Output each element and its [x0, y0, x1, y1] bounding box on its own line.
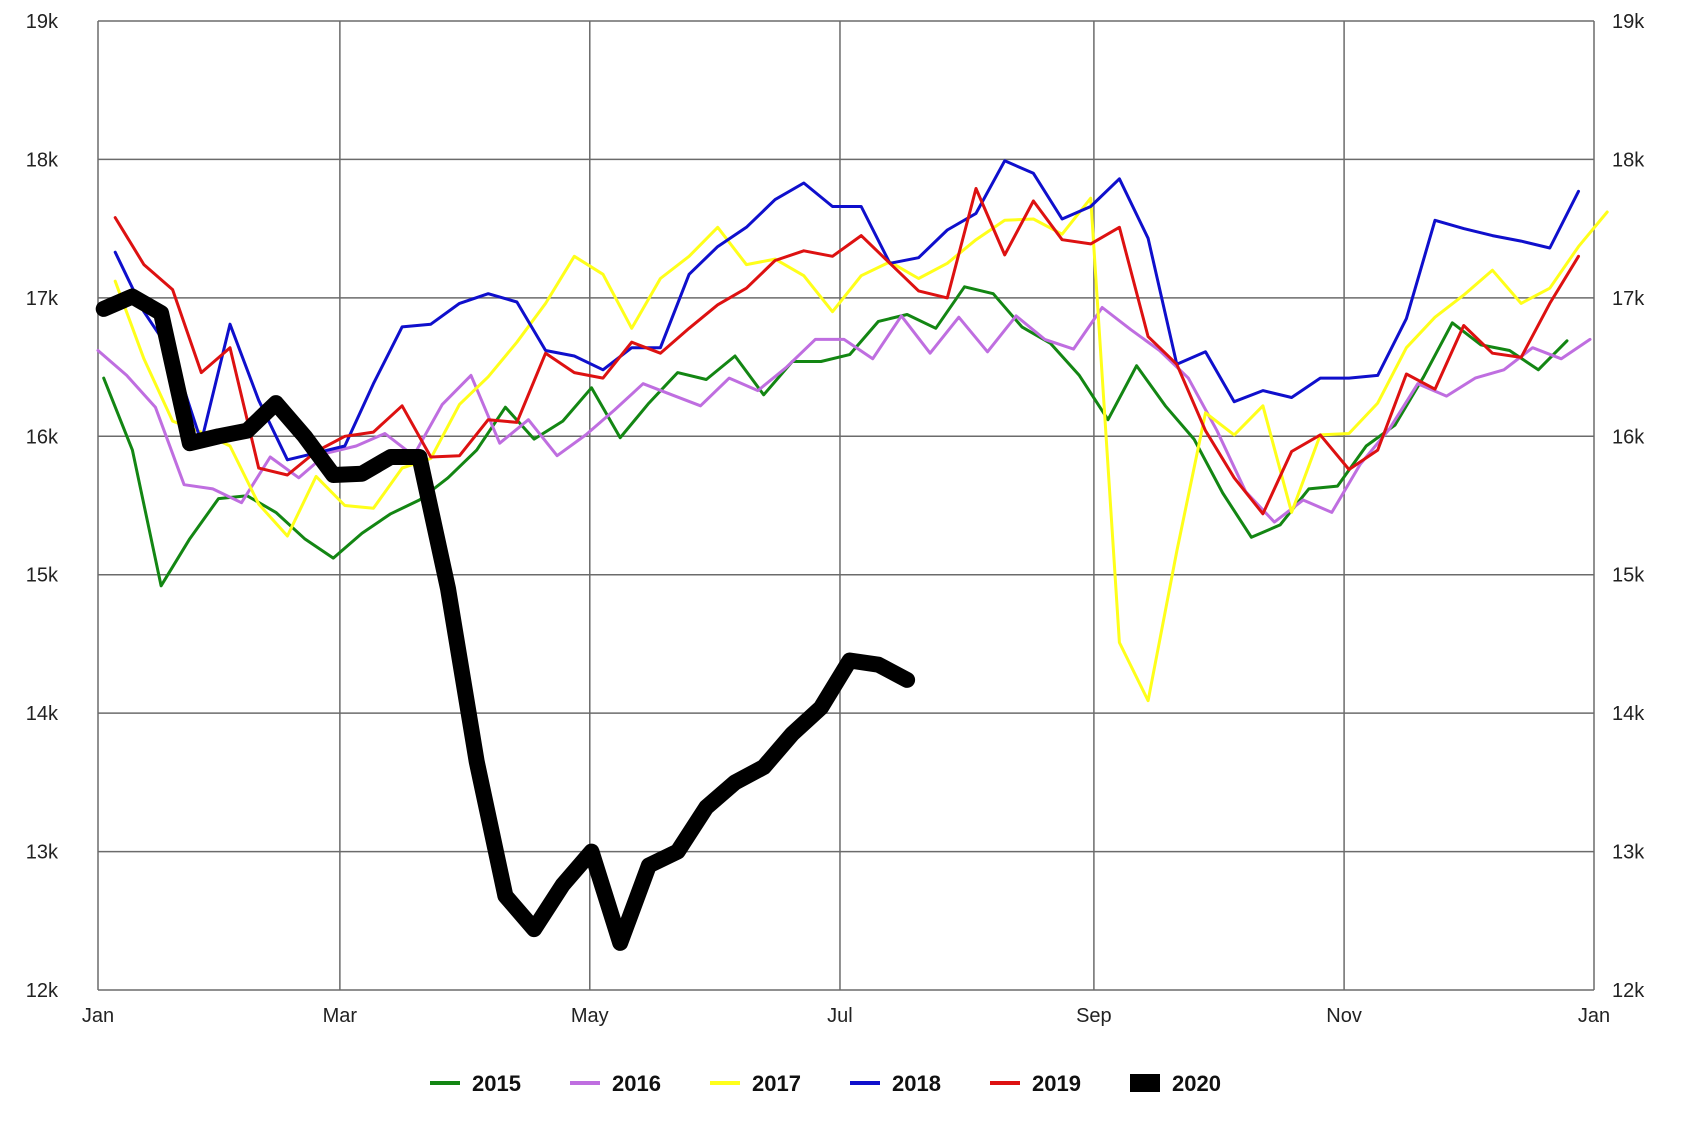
y-tick-label-left: 17k: [26, 288, 59, 310]
y-tick-label-right: 19k: [1612, 11, 1645, 33]
y-tick-label-left: 18k: [26, 149, 59, 171]
y-tick-label-right: 13k: [1612, 842, 1645, 864]
legend-label: 2018: [892, 1071, 941, 1096]
y-tick-label-left: 12k: [26, 980, 59, 1002]
series-line-2016: [96, 306, 1592, 524]
legend-item-2015[interactable]: 2015: [430, 1071, 521, 1096]
y-tick-label-right: 12k: [1612, 980, 1645, 1002]
legend-label: 2015: [472, 1071, 521, 1096]
series-line-2018: [113, 159, 1580, 462]
legend-item-2018[interactable]: 2018: [850, 1071, 941, 1096]
y-tick-label-left: 19k: [26, 11, 59, 33]
x-tick-label: Jan: [82, 1005, 114, 1027]
x-tick-label: May: [571, 1005, 609, 1027]
legend-item-2016[interactable]: 2016: [570, 1071, 661, 1096]
x-tick-label: Mar: [323, 1005, 358, 1027]
legend-label: 2017: [752, 1071, 801, 1096]
legend-item-2019[interactable]: 2019: [990, 1071, 1081, 1096]
legend[interactable]: 2015 2016 2017 2018 2019 2020: [430, 1071, 1221, 1096]
legend-item-2020[interactable]: 2020: [1130, 1071, 1221, 1096]
legend-item-2017[interactable]: 2017: [710, 1071, 801, 1096]
x-tick-label: Jan: [1578, 1005, 1610, 1027]
legend-label: 2020: [1172, 1071, 1221, 1096]
y-tick-label-left: 16k: [26, 426, 59, 448]
y-tick-label-right: 16k: [1612, 426, 1645, 448]
legend-label: 2019: [1032, 1071, 1081, 1096]
y-tick-label-right: 18k: [1612, 149, 1645, 171]
legend-label: 2016: [612, 1071, 661, 1096]
y-tick-label-left: 15k: [26, 565, 59, 587]
series-line-2017: [113, 196, 1609, 703]
axis-labels: 12k 12k 13k 13k 14k 14k 15k 15k 16k 16k 17k 17k 18k 1…: [26, 11, 1645, 1027]
y-tick-label-right: 15k: [1612, 565, 1645, 587]
gridlines: [97, 20, 1595, 991]
series-line-2019: [113, 187, 1580, 516]
legend-swatch: [1130, 1074, 1160, 1092]
y-tick-label-right: 14k: [1612, 703, 1645, 725]
x-tick-label: Sep: [1076, 1005, 1112, 1027]
y-tick-label-left: 13k: [26, 842, 59, 864]
series-lines: [95, 159, 1609, 951]
y-tick-label-right: 17k: [1612, 288, 1645, 310]
x-tick-label: Nov: [1326, 1005, 1362, 1027]
series-line-2020: [95, 288, 916, 951]
y-tick-label-left: 14k: [26, 703, 59, 725]
x-tick-label: Jul: [827, 1005, 853, 1027]
series-line-2015: [102, 285, 1569, 588]
